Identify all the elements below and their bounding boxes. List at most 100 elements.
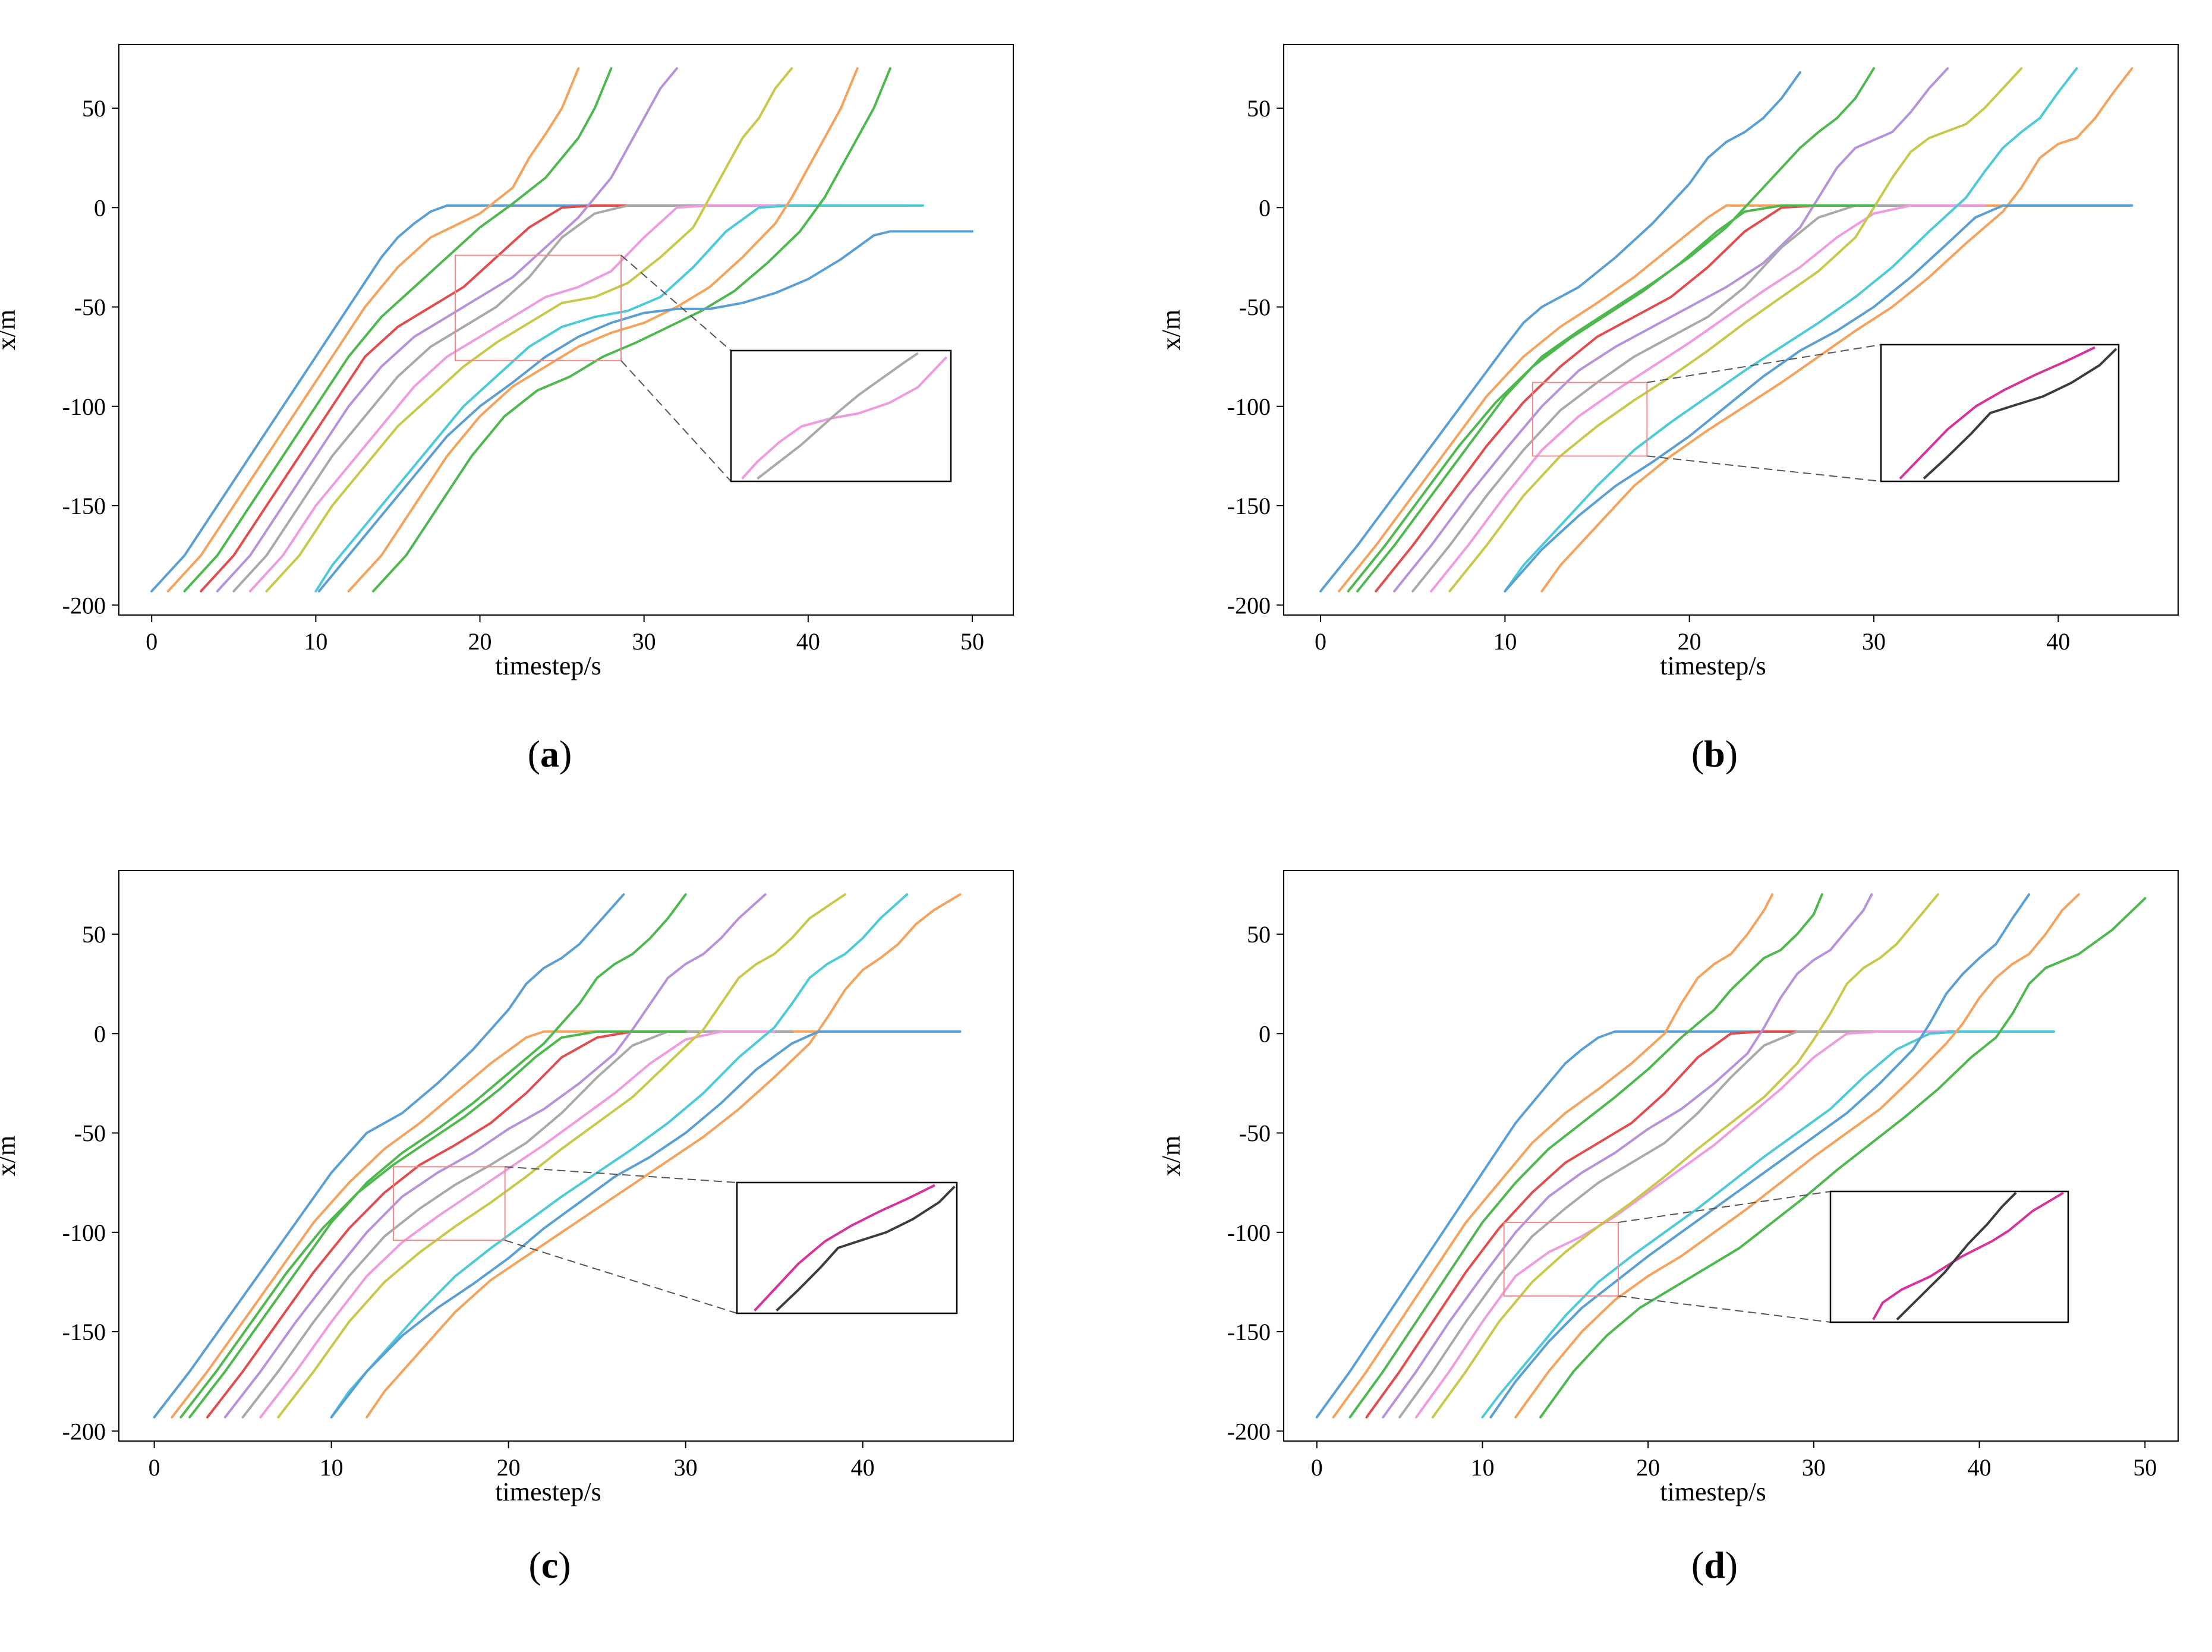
y-tick-label: 50: [1247, 921, 1271, 948]
zoom-connector-line: [620, 254, 732, 351]
y-tick-label: 50: [1247, 95, 1271, 122]
series-line-veh9: [314, 204, 925, 592]
series-line-veh5: [1382, 893, 1873, 1418]
x-tick-label: 10: [304, 628, 327, 655]
x-tick-label: 40: [2046, 628, 2070, 655]
inset-series-line: [757, 352, 919, 480]
zoom-region-rect: [392, 1166, 506, 1241]
x-axis-label: timestep/s: [1660, 1477, 1766, 1506]
x-tick-label: 0: [149, 1454, 160, 1481]
y-axis-label: x/m: [0, 1136, 21, 1176]
x-tick-label: 10: [1470, 1454, 1494, 1481]
x-tick-label: 40: [851, 1454, 875, 1481]
series-line-veh1: [153, 893, 625, 1418]
zoom-connector-line: [505, 1240, 738, 1314]
y-tick-label: 0: [94, 194, 106, 221]
y-tick-label: -100: [62, 1219, 106, 1246]
chart-panel-b: 0 10 20 30 40 50 0 -50 -100 -150 -200 timestep/s x/m…: [1157, 44, 2179, 775]
series-line-veh9: [330, 893, 909, 1418]
series-line-veh11: [330, 1030, 962, 1418]
series-line-veh3: [183, 67, 613, 592]
series-line-veh7: [1415, 1030, 1948, 1418]
zoom-connector-line: [620, 360, 732, 482]
series-line-veh5: [1393, 67, 1949, 592]
y-tick-label: 0: [1259, 1020, 1271, 1047]
y-tick-label: -200: [62, 1418, 106, 1445]
chart-panel-c: 0 10 20 30 40 50 0 -50 -100 -150 -200 timestep/s x/m…: [0, 870, 1014, 1586]
series-line-veh12: [1539, 897, 2147, 1418]
series-line-veh7: [259, 1030, 776, 1418]
panel-caption: (a): [528, 733, 572, 775]
x-tick-label: 20: [468, 628, 492, 655]
series-line-veh5: [216, 67, 678, 592]
series-line-veh12: [1347, 204, 1875, 592]
series-line-veh11: [1514, 893, 2080, 1418]
zoom-connector-line: [1618, 1191, 1831, 1224]
y-tick-label: -200: [62, 592, 106, 619]
series-line-veh4: [1365, 1030, 1915, 1418]
inset-series-line: [754, 1184, 935, 1311]
series-line-veh12: [179, 1030, 687, 1418]
inset-series-line: [776, 1186, 956, 1312]
x-tick-label: 50: [2133, 1454, 2157, 1481]
inset-series-line: [1896, 1191, 2017, 1321]
series-line-veh10: [347, 67, 859, 592]
y-tick-label: -100: [62, 393, 106, 420]
series-line-veh3: [1348, 893, 1823, 1418]
x-tick-label: 50: [960, 628, 984, 655]
plot-area: [118, 870, 1014, 1442]
panel-caption: (d): [1691, 1544, 1738, 1586]
zoom-region-rect: [1532, 382, 1648, 457]
y-tick-label: -50: [74, 294, 106, 321]
y-tick-label: -50: [1239, 294, 1271, 321]
series-line-veh6: [232, 204, 809, 592]
x-axis-label: timestep/s: [495, 1477, 601, 1506]
plot-area: [118, 44, 1014, 616]
series-line-veh6: [241, 1030, 793, 1418]
inset-series-line: [1872, 1191, 2065, 1320]
x-tick-label: 30: [1802, 1454, 1826, 1481]
series-line-veh7: [248, 204, 777, 592]
y-tick-label: -150: [1227, 493, 1271, 519]
y-tick-label: 0: [1259, 194, 1271, 221]
chart-panel-a: 0 10 20 30 40 50 50 0 -50 -100 -150 -200 timestep/s x…: [0, 44, 1014, 775]
series-line-veh10: [365, 893, 962, 1418]
y-tick-label: -50: [74, 1120, 106, 1147]
x-tick-label: 40: [1968, 1454, 1992, 1481]
y-axis-label: x/m: [1157, 1136, 1186, 1176]
x-tick-label: 30: [632, 628, 656, 655]
series-line-veh11: [1504, 204, 2134, 592]
panel-caption: (c): [528, 1544, 571, 1586]
x-tick-label: 30: [674, 1454, 698, 1481]
y-tick-label: -100: [1227, 393, 1271, 420]
plot-area: [1283, 44, 2179, 616]
zoom-connector-line: [1647, 344, 1882, 383]
y-axis-label: x/m: [1157, 310, 1186, 350]
zoom-region-rect: [455, 254, 622, 361]
series-line-veh6: [1411, 204, 1986, 592]
y-tick-label: 50: [82, 95, 106, 122]
x-tick-label: 20: [1636, 1454, 1660, 1481]
inset-series-line: [1923, 348, 2118, 480]
x-tick-label: 0: [146, 628, 157, 655]
x-tick-label: 0: [1315, 628, 1326, 655]
panel-caption: (b): [1691, 733, 1738, 775]
plot-area: [1283, 870, 2179, 1442]
series-line-veh8: [265, 67, 793, 592]
zoom-connector-line: [1618, 1295, 1831, 1323]
x-axis-label: timestep/s: [1660, 651, 1766, 680]
x-tick-label: 30: [1862, 628, 1886, 655]
series-line-veh5: [223, 893, 767, 1418]
x-tick-label: 20: [497, 1454, 521, 1481]
series-line-veh2: [166, 67, 580, 592]
x-tick-label: 40: [796, 628, 820, 655]
series-line-veh9: [1481, 1030, 2055, 1418]
series-line-veh2: [1332, 893, 1774, 1418]
series-line-veh12: [317, 230, 973, 592]
y-axis-label: x/m: [0, 310, 21, 350]
series-line-veh1: [1319, 71, 1801, 592]
series-line-veh9: [1504, 67, 2078, 592]
x-tick-label: 10: [320, 1454, 344, 1481]
series-line-veh11: [372, 67, 891, 592]
series-line-veh7: [1430, 204, 1986, 592]
